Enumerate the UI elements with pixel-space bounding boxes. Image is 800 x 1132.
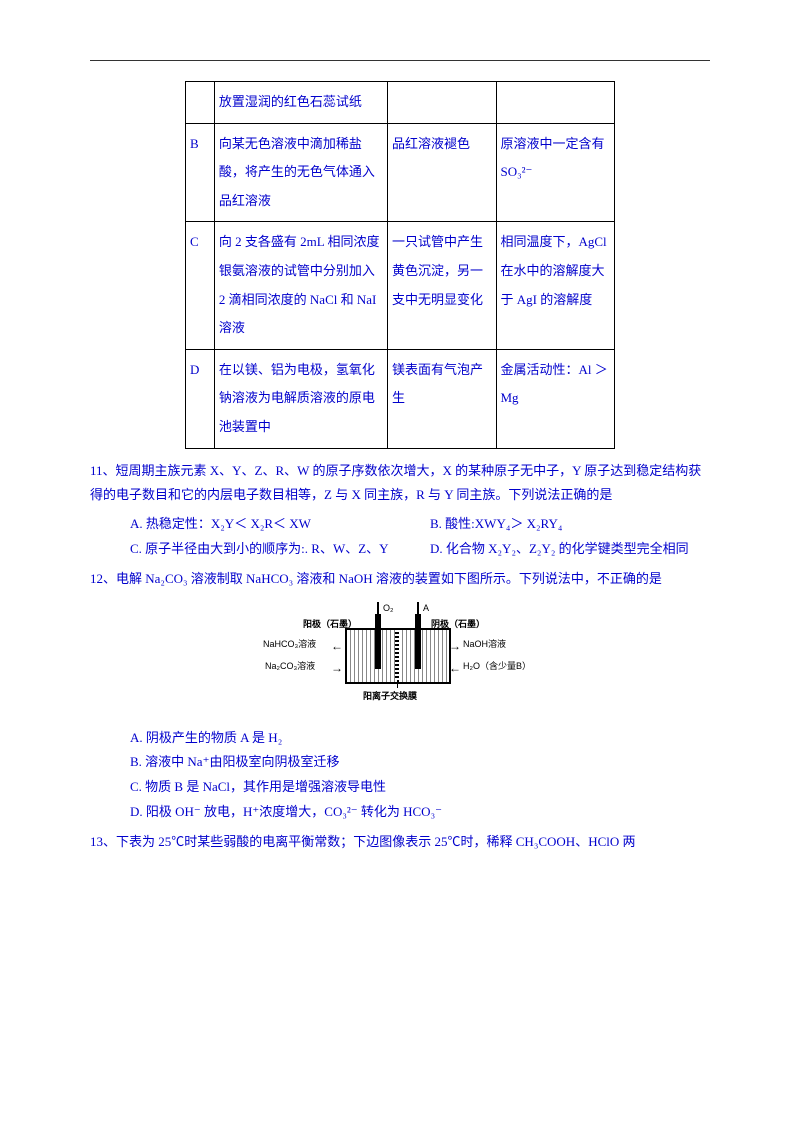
- row-label: [186, 82, 215, 124]
- diagram-o2-label: O₂: [383, 600, 394, 617]
- q12-option-d: D. 阳极 OH⁻ 放电，H⁺浓度增大，CO₃²⁻ 转化为 HCO₃⁻: [130, 800, 710, 825]
- operation-cell: 在以镁、铝为电极，氢氧化钠溶液为电解质溶液的原电池装置中: [214, 349, 387, 448]
- conclusion-cell: 金属活动性：Al ＞Mg: [496, 349, 615, 448]
- q12-option-c: C. 物质 B 是 NaCl，其作用是增强溶液导电性: [130, 775, 710, 800]
- q12-number: 12、: [90, 571, 116, 586]
- q11-option-c: C. 原子半径由大到小的顺序为:. R、W、Z、Y: [130, 537, 430, 562]
- q11-option-b: B. 酸性:XWY₄＞ X₂RY₄: [430, 512, 562, 537]
- experiment-table: 放置湿润的红色石蕊试纸 B 向某无色溶液中滴加稀盐酸，将产生的无色气体通入品红溶…: [185, 81, 615, 449]
- diagram-nahco3-label: NaHCO₃溶液: [263, 636, 316, 653]
- q11-number: 11、: [90, 463, 116, 478]
- question-11: 11、短周期主族元素 X、Y、Z、R、W 的原子序数依次增大，X 的某种原子无中…: [90, 459, 710, 508]
- question-13: 13、下表为 25℃时某些弱酸的电离平衡常数；下边图像表示 25℃时，稀释 CH…: [90, 830, 710, 855]
- question-12: 12、电解 Na₂CO₃ 溶液制取 NaHCO₃ 溶液和 NaOH 溶液的装置如…: [90, 567, 710, 592]
- row-label: B: [186, 123, 215, 222]
- diagram-membrane-label: 阳离子交换膜: [363, 688, 417, 705]
- q11-option-d: D. 化合物 X₂Y₂、Z₂Y₂ 的化学键类型完全相同: [430, 537, 689, 562]
- q12-option-b: B. 溶液中 Na⁺由阳极室向阴极室迁移: [130, 750, 710, 775]
- q13-stem: 下表为 25℃时某些弱酸的电离平衡常数；下边图像表示 25℃时，稀释 CH₃CO…: [116, 834, 636, 849]
- q11-stem: 短周期主族元素 X、Y、Z、R、W 的原子序数依次增大，X 的某种原子无中子，Y…: [90, 463, 701, 503]
- row-label: D: [186, 349, 215, 448]
- q12-stem: 电解 Na₂CO₃ 溶液制取 NaHCO₃ 溶液和 NaOH 溶液的装置如下图所…: [116, 571, 662, 586]
- operation-cell: 放置湿润的红色石蕊试纸: [214, 82, 387, 124]
- phenomenon-cell: 品红溶液褪色: [388, 123, 497, 222]
- conclusion-cell: [496, 82, 615, 124]
- diagram-a-label: A: [423, 600, 429, 617]
- operation-cell: 向某无色溶液中滴加稀盐酸，将产生的无色气体通入品红溶液: [214, 123, 387, 222]
- conclusion-cell: 相同温度下，AgCl 在水中的溶解度大于 AgI 的溶解度: [496, 222, 615, 349]
- diagram-naoh-label: NaOH溶液: [463, 636, 506, 653]
- q13-number: 13、: [90, 834, 116, 849]
- q11-option-a: A. 热稳定性：X₂Y＜ X₂R＜ XW: [130, 512, 430, 537]
- conclusion-cell: 原溶液中一定含有 SO₃²⁻: [496, 123, 615, 222]
- operation-cell: 向 2 支各盛有 2mL 相同浓度银氨溶液的试管中分别加入 2 滴相同浓度的 N…: [214, 222, 387, 349]
- diagram-na2co3-label: Na₂CO₃溶液: [265, 658, 315, 675]
- phenomenon-cell: 镁表面有气泡产生: [388, 349, 497, 448]
- diagram-h2o-label: H₂O（含少量B）: [463, 658, 531, 675]
- electrolysis-diagram: O₂ A 阳极（石墨） 阴极（石墨） ← → NaHCO₃溶液 Na₂CO₃溶液…: [90, 602, 710, 716]
- row-label: C: [186, 222, 215, 349]
- phenomenon-cell: 一只试管中产生黄色沉淀，另一支中无明显变化: [388, 222, 497, 349]
- q12-option-a: A. 阴极产生的物质 A 是 H₂: [130, 726, 710, 751]
- phenomenon-cell: [388, 82, 497, 124]
